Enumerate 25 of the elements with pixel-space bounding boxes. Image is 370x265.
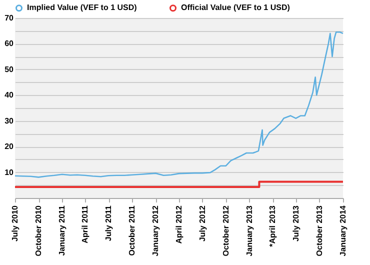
y-tick-label: 10 bbox=[4, 168, 14, 177]
x-tick-label: January 2011 bbox=[58, 204, 67, 256]
y-tick-label: 50 bbox=[4, 64, 14, 74]
y-tick-label: 60 bbox=[4, 39, 14, 48]
legend-label: Implied Value (VEF to 1 USD) bbox=[27, 3, 138, 12]
x-tick-label: October 2013 bbox=[314, 204, 324, 256]
x-tick-label: October 2011 bbox=[128, 204, 137, 256]
x-tick-label: July 2013 bbox=[291, 204, 300, 242]
line-series bbox=[14, 31, 344, 178]
y-tick-label: 70 bbox=[4, 14, 14, 22]
x-tick-label: April 2012 bbox=[174, 204, 184, 244]
x-tick-label: April 2011 bbox=[80, 204, 90, 244]
x-tick-label: October 2010 bbox=[34, 204, 44, 256]
x-tick-label: July 2010 bbox=[10, 204, 20, 242]
x-tick-label: *April 2013 bbox=[268, 204, 278, 247]
x-tick-label: January 2014 bbox=[338, 204, 348, 256]
x-tick-label: July 2012 bbox=[198, 204, 207, 242]
y-tick-label: 40 bbox=[4, 90, 14, 100]
x-tick-label: January 2013 bbox=[244, 204, 254, 256]
x-tick-label: July 2011 bbox=[104, 204, 114, 242]
x-tick-label: October 2012 bbox=[221, 204, 230, 256]
y-tick-label: 30 bbox=[4, 116, 14, 126]
y-tick-label: 20 bbox=[4, 142, 14, 152]
x-tick-label: January 2012 bbox=[151, 204, 160, 256]
legend-label: Official Value (VEF to 1 USD) bbox=[181, 3, 290, 12]
